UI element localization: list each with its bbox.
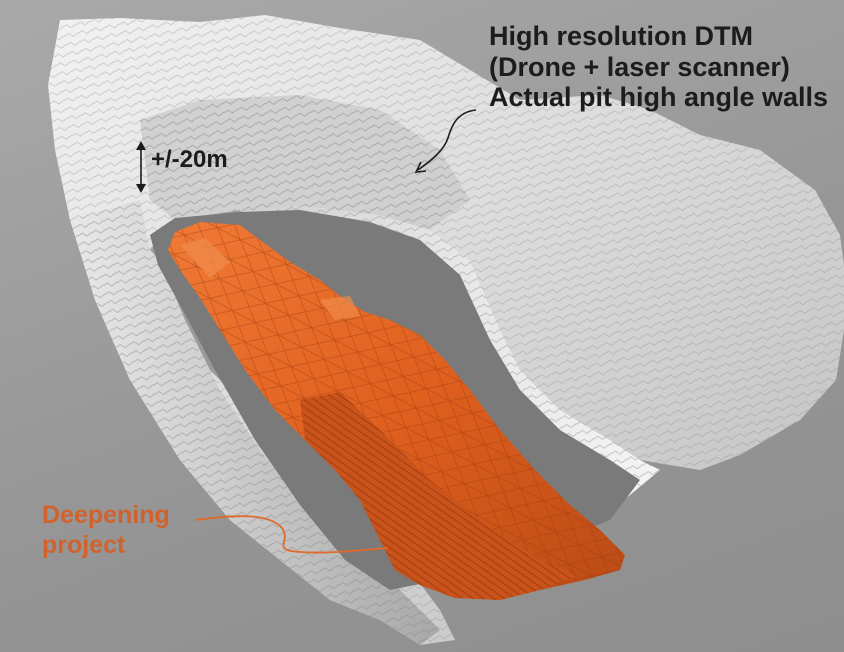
deepening-pointer-line <box>195 515 389 554</box>
walls-pointer-arrow <box>414 109 477 173</box>
dtm-annotation: High resolution DTM (Drone + laser scann… <box>489 21 828 113</box>
deepening-annotation: Deepening project <box>42 500 170 560</box>
dtm-annotation-line2: (Drone + laser scanner) <box>489 51 790 82</box>
dtm-annotation-line1: High resolution DTM <box>489 21 753 51</box>
deepening-annotation-line1: Deepening <box>42 501 170 529</box>
height-dimension-arrow <box>136 141 146 193</box>
deepening-annotation-line2: project <box>42 531 126 559</box>
height-annotation: +/-20m <box>151 146 228 173</box>
dtm-annotation-line3: Actual pit high angle walls <box>489 82 829 112</box>
